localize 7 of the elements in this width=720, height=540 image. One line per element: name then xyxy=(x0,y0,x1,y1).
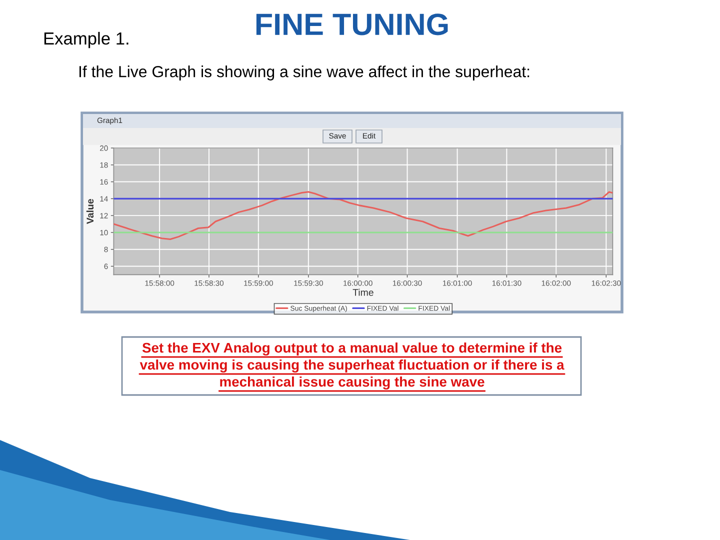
text: Example 1. xyxy=(44,32,128,48)
text: Set the EXV Analog output to a manual value to determine if the valve moving is causing the superheat fluctuation or if there is a mechanical issue causing the sine wave xyxy=(140,342,564,390)
y-axis-title: Value xyxy=(86,198,94,224)
line-series xyxy=(114,191,613,240)
x-axis-title: Time xyxy=(352,288,374,296)
chart-subtitle: If the Live Graph is showing a sine wave affect in the superheat: xyxy=(79,66,530,80)
chart-title: FINE TUNING xyxy=(256,14,448,36)
